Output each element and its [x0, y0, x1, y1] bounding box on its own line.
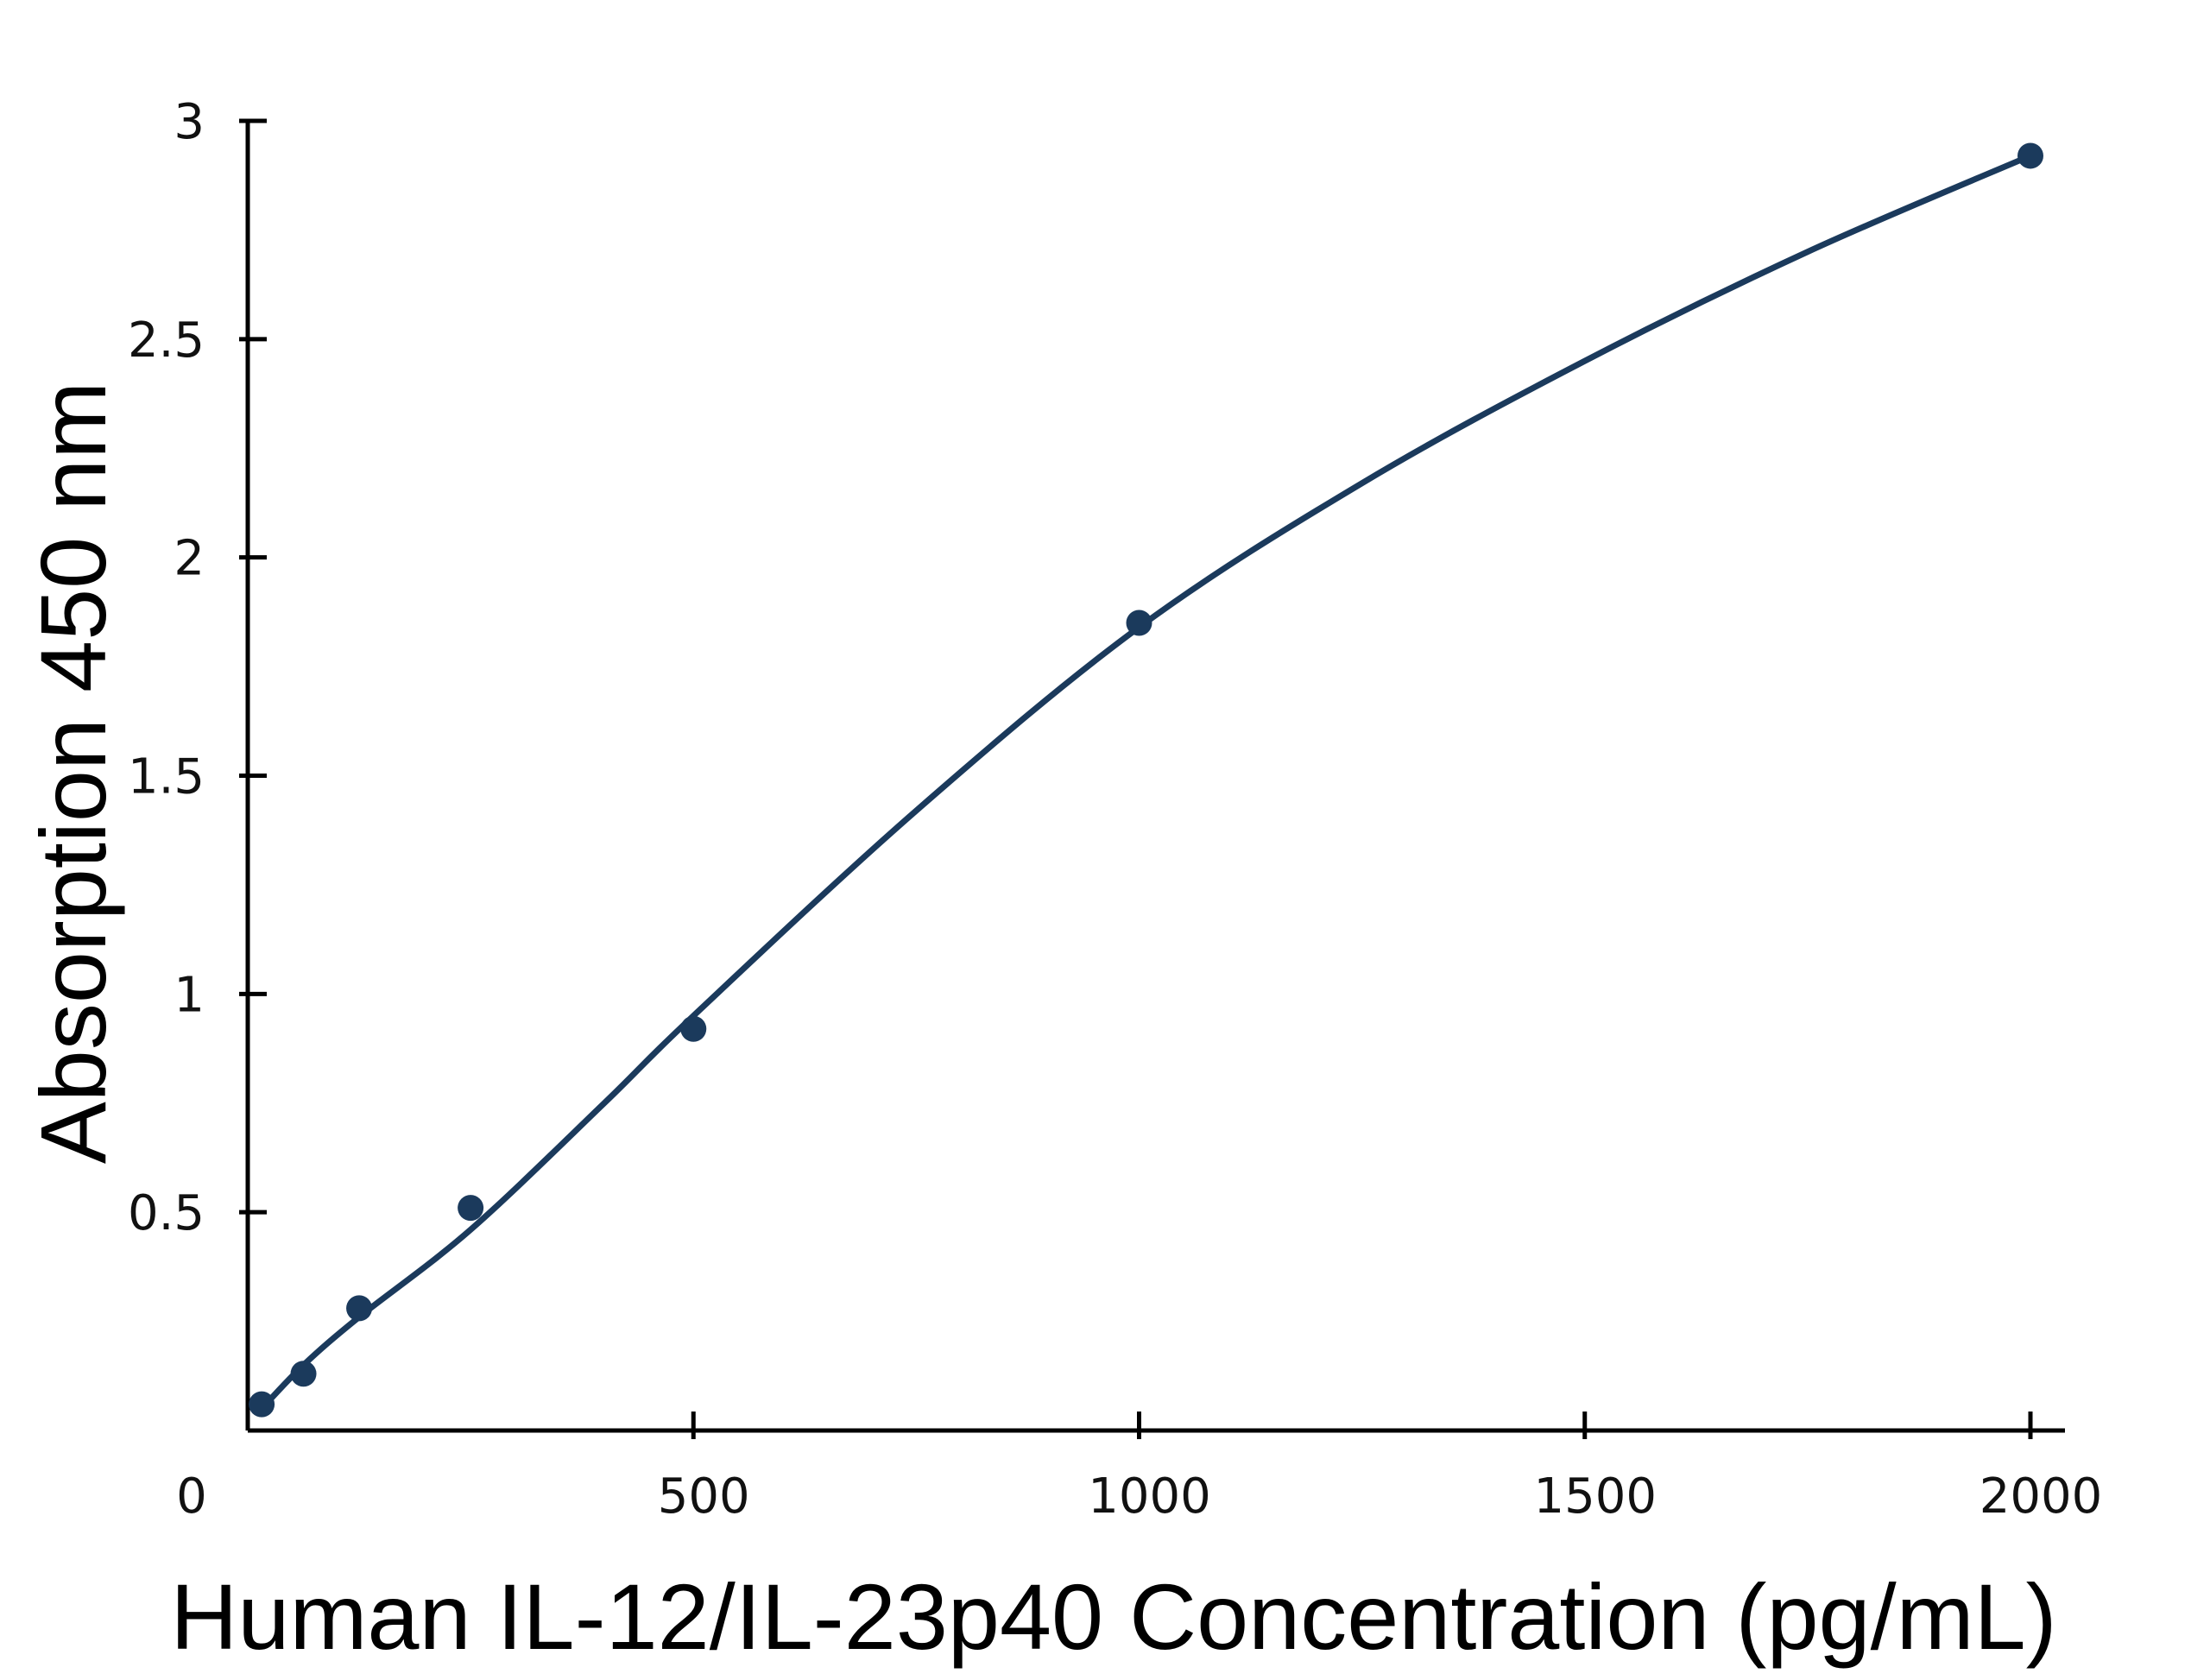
y-tick-label: 3 [174, 94, 205, 150]
data-point [290, 1361, 317, 1387]
y-ticks: 0.5 1 1.5 2 2.5 3 [128, 94, 267, 1241]
x-tick-label: 2000 [1980, 1468, 2103, 1525]
y-tick-label: 2 [174, 531, 205, 587]
data-point [249, 1391, 275, 1418]
axes [245, 121, 2065, 1433]
data-point [458, 1195, 484, 1222]
data-point [346, 1295, 373, 1322]
x-tick-label: 0 [176, 1468, 207, 1525]
data-point [680, 1015, 707, 1042]
data-points [249, 142, 2043, 1418]
x-tick-label: 500 [658, 1468, 750, 1525]
y-tick-label: 1 [174, 967, 205, 1023]
x-axis-title: Human IL-12/IL-23p40 Concentration (pg/m… [170, 1564, 2056, 1669]
y-tick-label: 1.5 [128, 749, 205, 805]
y-axis-title: Absorption 450 nm [21, 382, 125, 1165]
y-tick-label: 0.5 [128, 1185, 205, 1241]
fit-curve [258, 152, 2034, 1412]
y-tick-label: 2.5 [128, 313, 205, 369]
x-tick-label: 1000 [1088, 1468, 1211, 1525]
data-point [2017, 142, 2043, 169]
data-point [1126, 609, 1152, 636]
x-tick-label: 1500 [1533, 1468, 1657, 1525]
x-ticks: 0 500 1000 1500 2000 [176, 1412, 2102, 1525]
